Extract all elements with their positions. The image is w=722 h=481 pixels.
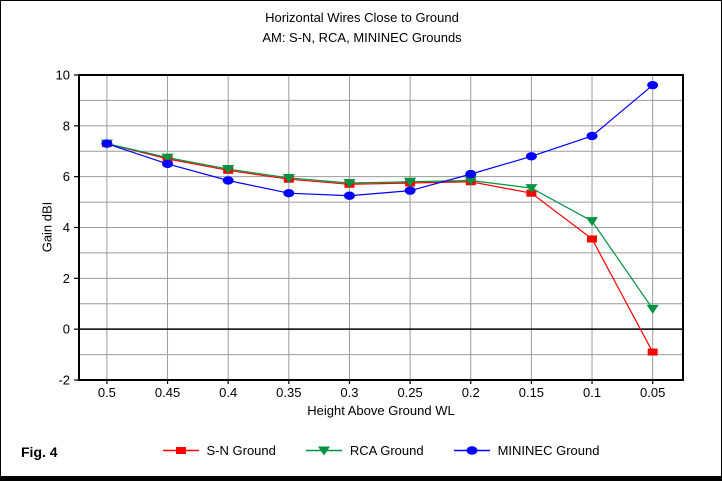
x-tick-label: 0.1: [583, 385, 601, 400]
data-point-marker: [162, 159, 174, 169]
series-rca-ground: [100, 139, 659, 314]
series-line: [106, 143, 654, 353]
data-point-marker: [404, 186, 416, 195]
x-tick-label: 0.25: [397, 385, 422, 400]
data-point-marker: [343, 191, 355, 200]
y-tick-label: -2: [58, 373, 70, 388]
data-point-marker: [283, 188, 295, 198]
legend-item-rca-ground: RCA Ground: [305, 443, 424, 458]
data-point-marker: [526, 189, 537, 197]
data-point-marker: [647, 348, 658, 356]
data-point-marker: [525, 184, 538, 194]
x-tick-label: 0.4: [219, 385, 237, 400]
series-line: [106, 84, 654, 197]
data-point-marker: [587, 235, 598, 243]
legend-item-mininec-ground: MININEC Ground: [453, 443, 600, 458]
axis-ticks: 0.5 0.45 0.4 0.35 0.3 0.25 0.2 0.15 0.1 0.05 10 8 6 4…: [56, 68, 666, 401]
series-s-n-ground: [101, 140, 658, 356]
data-point-marker: [646, 304, 659, 314]
plot-border: [78, 74, 684, 381]
x-tick-label: 0.05: [640, 385, 665, 400]
data-point-marker: [175, 447, 186, 454]
data-point-marker: [161, 153, 174, 163]
y-tick-label: 6: [63, 169, 70, 184]
data-point-marker: [101, 139, 113, 148]
x-tick-label: 0.5: [98, 385, 116, 400]
gridlines: [79, 75, 683, 380]
sn-ground-legend-marker-icon: [162, 447, 199, 454]
x-tick-label: 0.2: [462, 385, 480, 400]
x-tick-label: 0.15: [519, 385, 544, 400]
data-point-marker: [222, 176, 234, 185]
fig-label: Fig. 4: [21, 444, 58, 460]
x-tick-label: 0.45: [155, 385, 180, 400]
data-point-marker: [586, 217, 599, 227]
chart-title: Horizontal Wires Close to Ground: [265, 10, 459, 25]
legend-item-sn-ground: S-N Ground: [162, 443, 276, 458]
bottom-border-bar: [1, 476, 721, 480]
data-point-marker: [525, 152, 537, 161]
data-point-marker: [464, 176, 477, 186]
data-point-marker: [317, 446, 330, 456]
series-line: [106, 143, 654, 310]
x-axis-title: Height Above Ground WL: [307, 403, 455, 418]
data-point-marker: [282, 173, 295, 183]
rca-ground-legend-marker-icon: [305, 446, 342, 456]
x-tick-label: 0.35: [276, 385, 301, 400]
x-tick-label: 0.3: [340, 385, 358, 400]
series-mininec-ground: [101, 80, 659, 200]
legend-label-rca-ground: RCA Ground: [349, 443, 424, 458]
legend-label-mininec-ground: MININEC Ground: [497, 443, 600, 458]
legend-label-sn-ground: S-N Ground: [206, 443, 276, 458]
y-tick-label: 2: [63, 271, 70, 286]
data-point-marker: [466, 446, 478, 455]
data-point-marker: [465, 169, 477, 179]
y-tick-label: 10: [56, 68, 70, 83]
y-tick-label: 0: [63, 322, 70, 337]
plot-area: 0.5 0.45 0.4 0.35 0.3 0.25 0.2 0.15 0.1 0.05 10 8 6 4…: [56, 68, 684, 400]
data-point-marker: [222, 165, 235, 175]
data-point-marker: [343, 179, 356, 189]
data-point-marker: [647, 80, 659, 90]
y-tick-label: 4: [63, 220, 70, 235]
y-axis-title: Gain dBI: [39, 201, 55, 253]
y-tick-label: 8: [63, 118, 70, 133]
data-point-marker: [586, 131, 598, 141]
chart-subtitle: AM: S-N, RCA, MININEC Grounds: [262, 30, 462, 45]
data-point-marker: [404, 177, 417, 187]
mininec-ground-legend-marker-icon: [453, 446, 490, 455]
legend: S-N Ground RCA Ground MININEC Ground: [79, 443, 683, 458]
